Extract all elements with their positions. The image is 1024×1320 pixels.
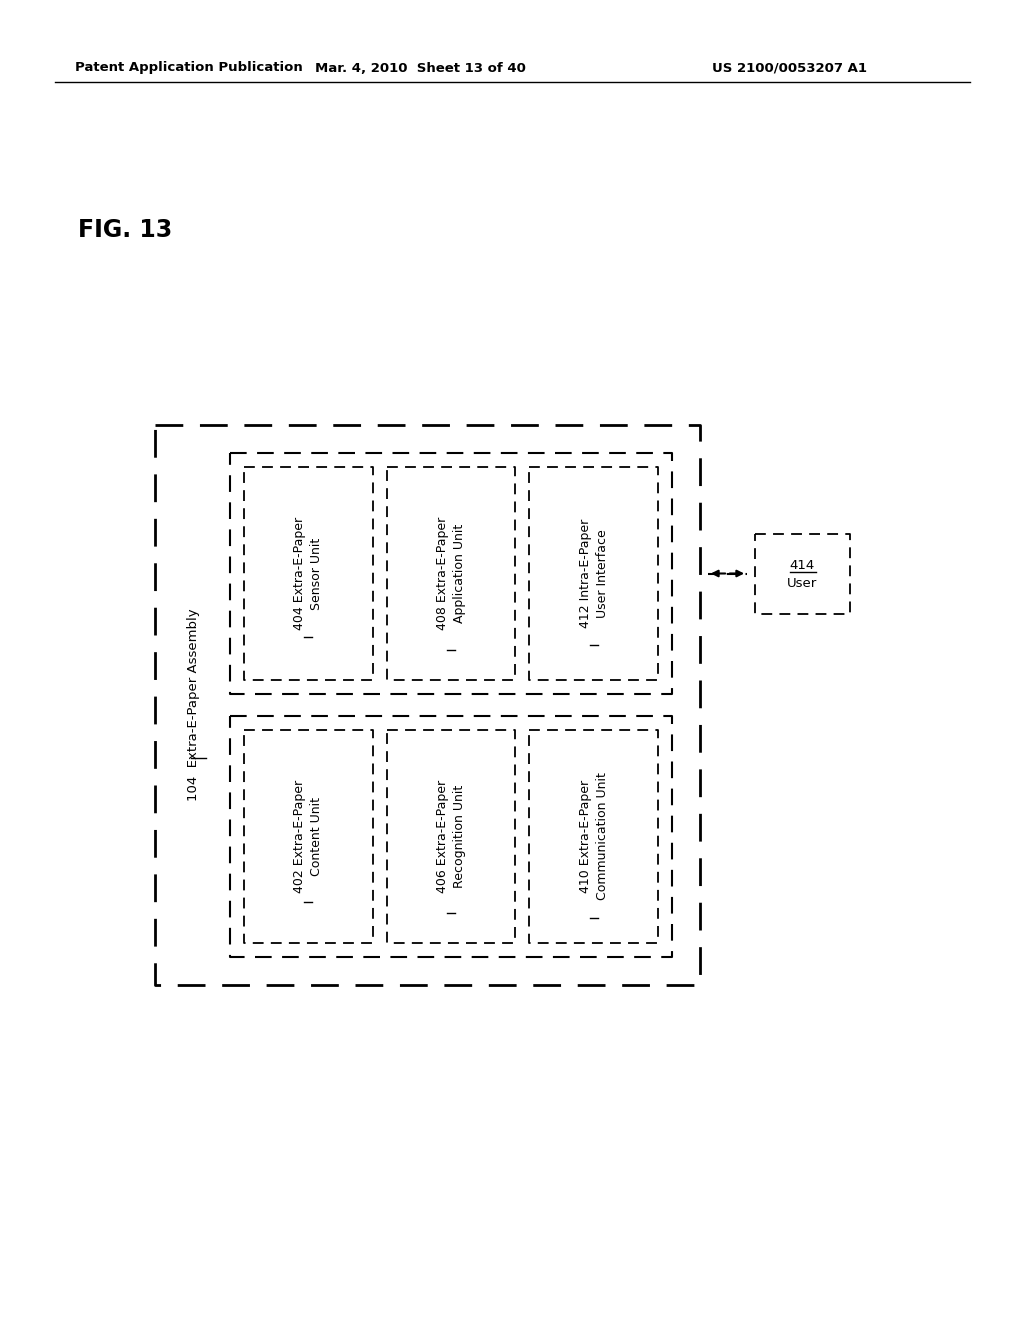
Text: User: User (787, 577, 817, 590)
Text: 412 Intra-E-Paper
User Interface: 412 Intra-E-Paper User Interface (579, 519, 608, 628)
Text: 414: 414 (790, 558, 815, 572)
Text: Patent Application Publication: Patent Application Publication (75, 62, 303, 74)
Text: US 2100/0053207 A1: US 2100/0053207 A1 (713, 62, 867, 74)
Text: 402 Extra-E-Paper
Content Unit: 402 Extra-E-Paper Content Unit (293, 780, 324, 894)
Text: Mar. 4, 2010  Sheet 13 of 40: Mar. 4, 2010 Sheet 13 of 40 (314, 62, 525, 74)
Text: 406 Extra-E-Paper
Recognition Unit: 406 Extra-E-Paper Recognition Unit (436, 780, 466, 894)
Text: 104  Extra-E-Paper Assembly: 104 Extra-E-Paper Assembly (186, 609, 200, 801)
Text: 404 Extra-E-Paper
Sensor Unit: 404 Extra-E-Paper Sensor Unit (293, 517, 324, 630)
Text: 410 Extra-E-Paper
Communication Unit: 410 Extra-E-Paper Communication Unit (579, 772, 608, 900)
Text: FIG. 13: FIG. 13 (78, 218, 172, 242)
Text: 408 Extra-E-Paper
Application Unit: 408 Extra-E-Paper Application Unit (436, 517, 466, 630)
